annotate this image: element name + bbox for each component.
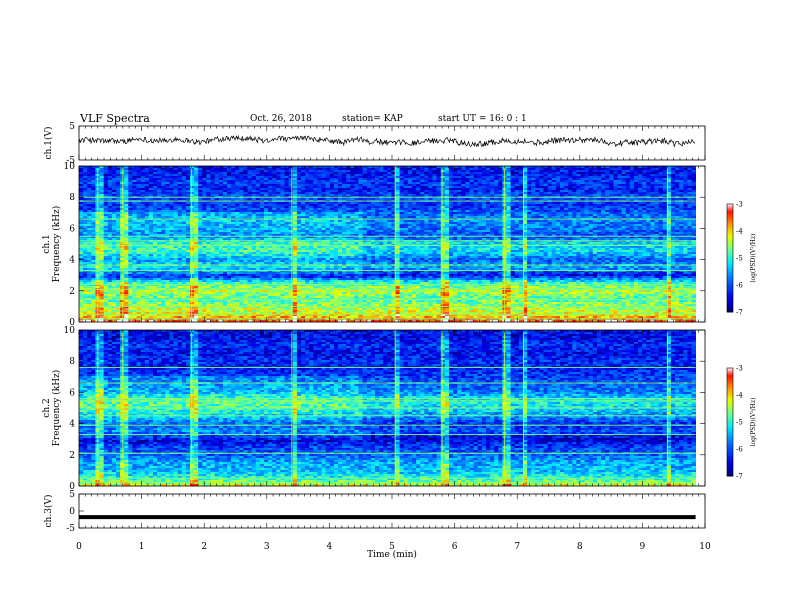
ch1-trace: [79, 136, 695, 146]
vlf-figure: 5-5ch.1(V)0246810ch.1Frequency (kHz)-3-4…: [0, 0, 792, 612]
ch1-ytick: 5: [69, 122, 75, 132]
spectrogram-1: [79, 166, 705, 322]
ch1-ylabel: ch.1(V): [43, 127, 54, 160]
